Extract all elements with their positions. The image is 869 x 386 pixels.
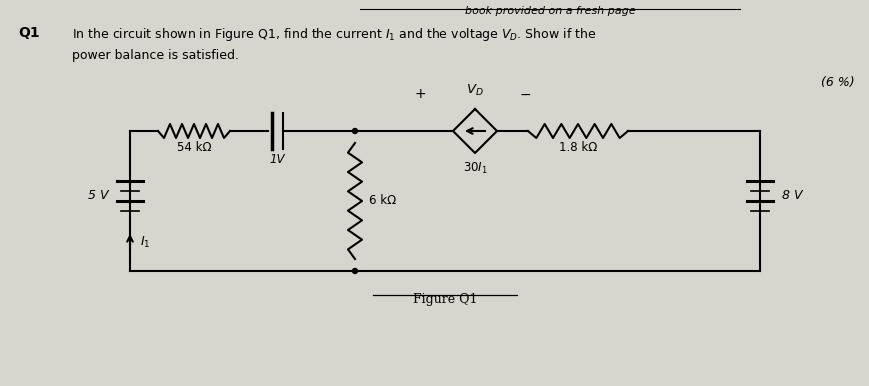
Text: 1.8 kΩ: 1.8 kΩ: [559, 141, 597, 154]
Text: 8 V: 8 V: [782, 190, 802, 203]
Circle shape: [353, 129, 357, 134]
Text: $I_1$: $I_1$: [140, 234, 150, 250]
Text: $-$: $-$: [519, 87, 531, 101]
Text: 30$I_1$: 30$I_1$: [462, 161, 488, 176]
Text: 6 kΩ: 6 kΩ: [369, 195, 396, 208]
Text: 54 kΩ: 54 kΩ: [176, 141, 211, 154]
Circle shape: [353, 269, 357, 274]
Text: $V_D$: $V_D$: [466, 83, 484, 98]
Text: In the circuit shown in Figure Q1, find the current $I_1$ and the voltage $V_D$.: In the circuit shown in Figure Q1, find …: [72, 26, 596, 43]
Text: 5 V: 5 V: [88, 190, 108, 203]
Text: Figure Q1: Figure Q1: [413, 293, 477, 306]
Text: $+$: $+$: [414, 87, 426, 101]
Text: 1V: 1V: [269, 153, 285, 166]
Text: (6 %): (6 %): [821, 76, 855, 89]
Text: Q1: Q1: [18, 26, 40, 40]
Text: power balance is satisfied.: power balance is satisfied.: [72, 49, 239, 62]
Text: book provided on a fresh page: book provided on a fresh page: [465, 6, 635, 16]
